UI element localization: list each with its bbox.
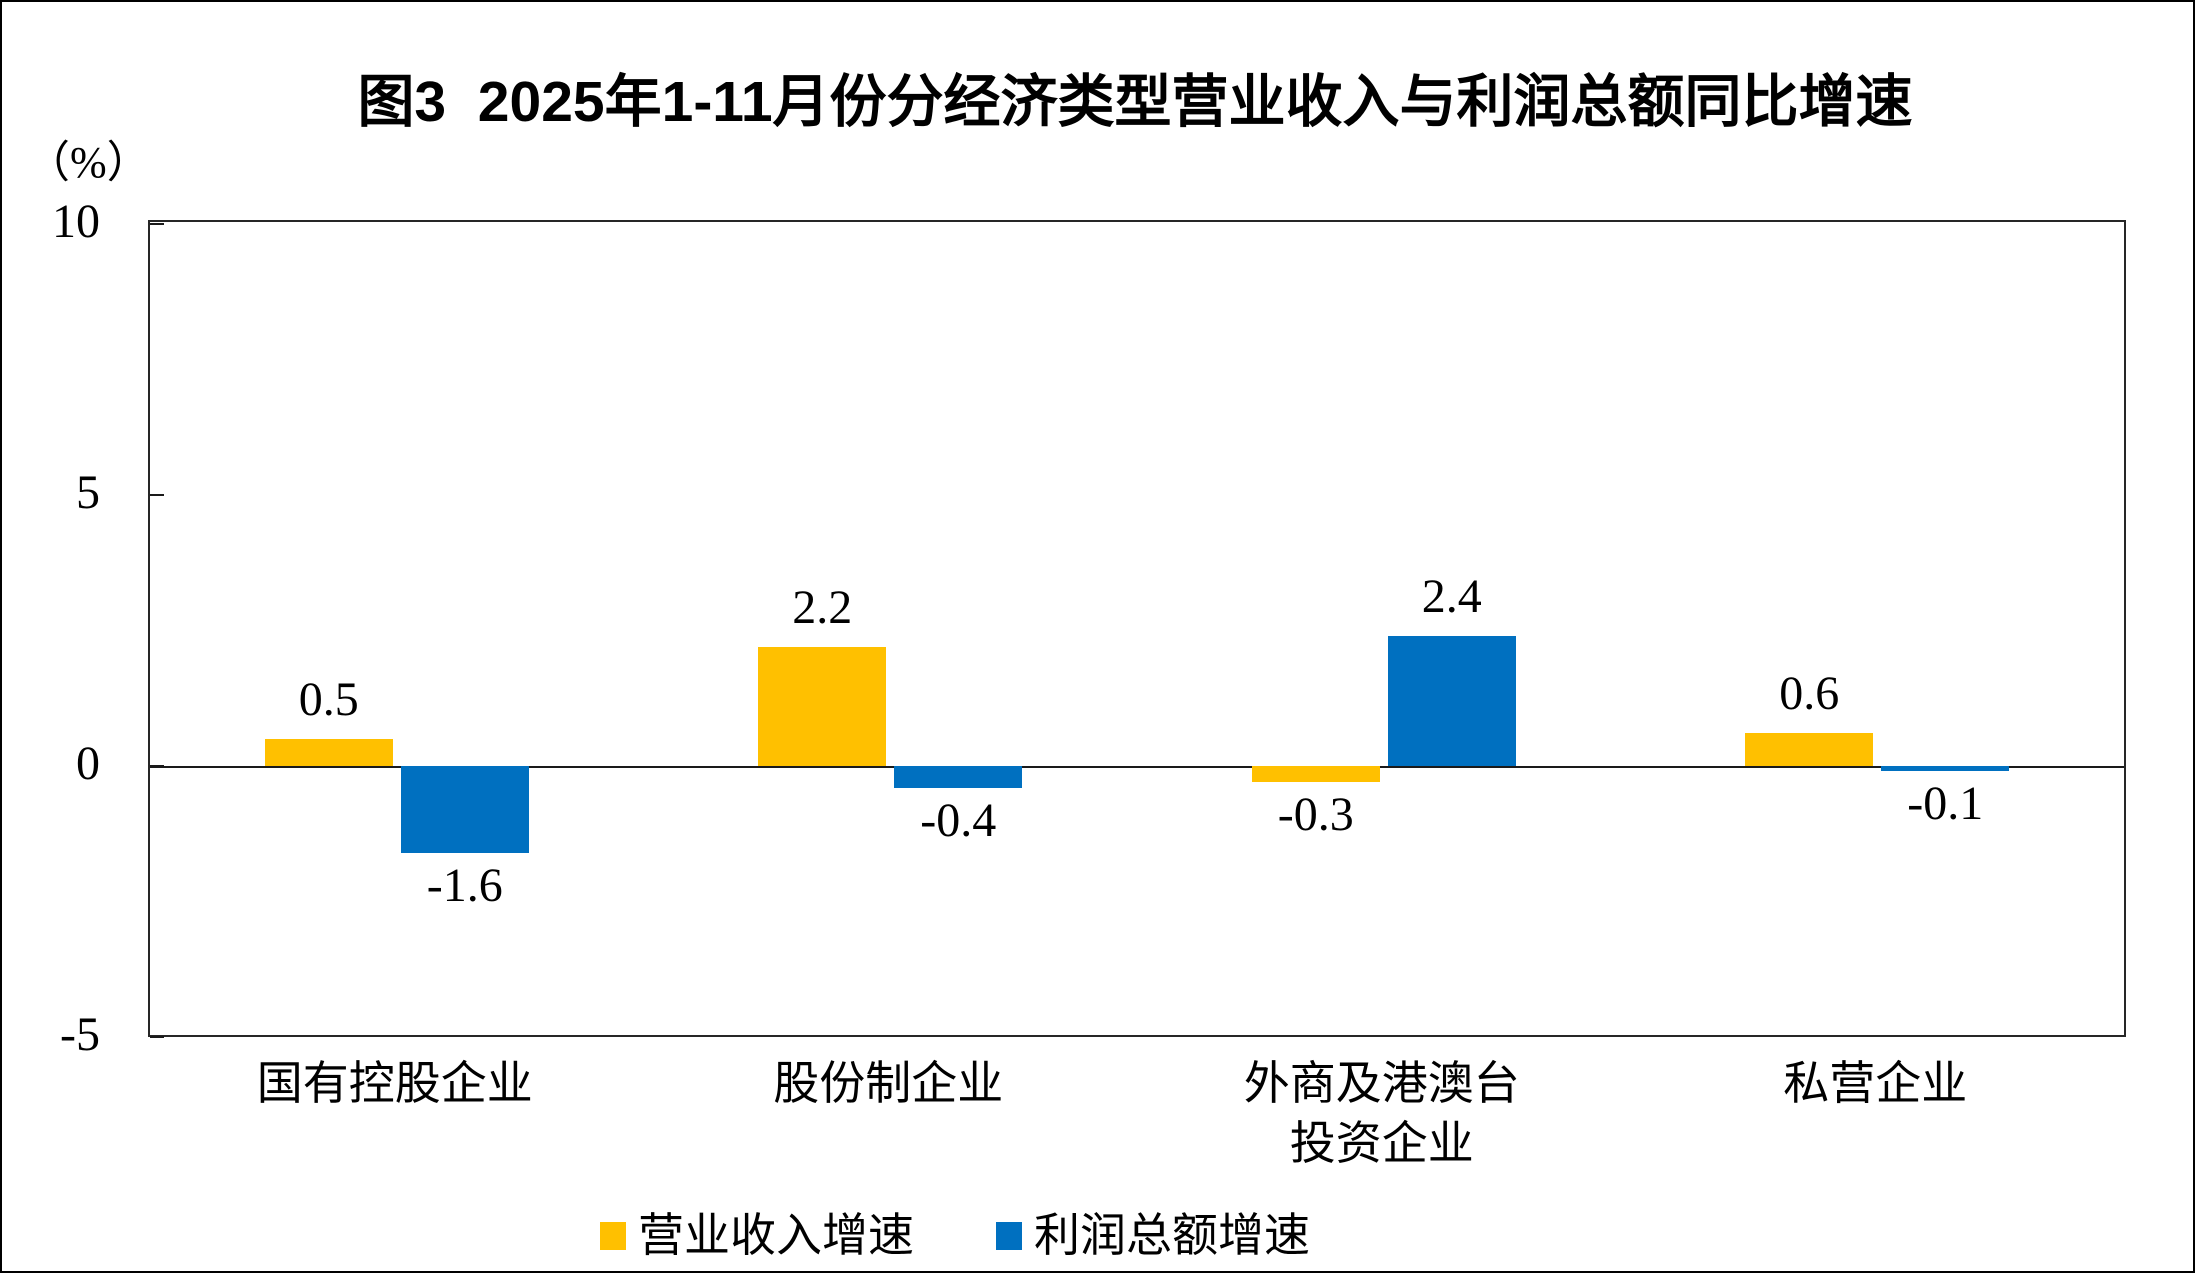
bar-value-label: -1.6 bbox=[426, 858, 503, 912]
y-axis-tick-mark bbox=[150, 223, 164, 225]
bar-profit-cat4 bbox=[1881, 766, 2010, 772]
plot-area: 0.5 -1.6 2.2 -0.4 -0.3 2.4 0.6 -0.1 bbox=[148, 220, 2126, 1038]
y-axis-tick-mark bbox=[150, 494, 164, 496]
legend: 营业收入增速 利润总额增速 bbox=[600, 1208, 1310, 1264]
bar-value-label: -0.3 bbox=[1277, 788, 1354, 842]
bar-profit-cat1 bbox=[400, 766, 529, 853]
bar-value-label: 0.5 bbox=[298, 672, 359, 726]
bar-value-label: 2.2 bbox=[792, 580, 853, 634]
y-axis-tick-label: 10 bbox=[52, 195, 100, 248]
bar-revenue-cat4 bbox=[1745, 733, 1874, 766]
y-axis-tick-label: 0 bbox=[76, 737, 100, 790]
bar-profit-cat3 bbox=[1387, 635, 1516, 766]
y-axis-tick-mark bbox=[150, 1036, 164, 1038]
legend-item-revenue: 营业收入增速 bbox=[600, 1208, 914, 1264]
bar-revenue-cat2 bbox=[758, 646, 887, 766]
chart-title: 图3 2025年1-11月份分经济类型营业收入与利润总额同比增速 bbox=[357, 70, 1913, 134]
zero-gridline bbox=[150, 766, 2124, 768]
y-axis-tick-mark bbox=[150, 765, 164, 767]
legend-label: 营业收入增速 bbox=[638, 1210, 914, 1261]
category-label: 私营企业 bbox=[1783, 1058, 1968, 1109]
bar-revenue-cat1 bbox=[264, 738, 393, 766]
bar-value-label: 0.6 bbox=[1779, 667, 1840, 721]
y-axis-tick-label: 5 bbox=[76, 466, 100, 519]
bar-value-label: -0.4 bbox=[920, 793, 997, 847]
y-axis-tick-label: -5 bbox=[60, 1008, 100, 1061]
bar-value-label: -0.1 bbox=[1907, 777, 1984, 831]
category-label: 股份制企业 bbox=[773, 1058, 1004, 1109]
legend-label: 利润总额增速 bbox=[1034, 1210, 1310, 1261]
legend-item-profit: 利润总额增速 bbox=[996, 1208, 1310, 1264]
bar-value-label: 2.4 bbox=[1421, 569, 1482, 623]
category-label: 国有控股企业 bbox=[256, 1058, 533, 1109]
y-axis-unit-label: （%） bbox=[26, 138, 151, 187]
bar-revenue-cat3 bbox=[1251, 766, 1380, 783]
category-label: 外商及港澳台 投资企业 bbox=[1243, 1058, 1520, 1169]
legend-swatch-icon bbox=[600, 1222, 626, 1250]
legend-swatch-icon bbox=[996, 1222, 1022, 1250]
bar-profit-cat2 bbox=[894, 766, 1023, 788]
